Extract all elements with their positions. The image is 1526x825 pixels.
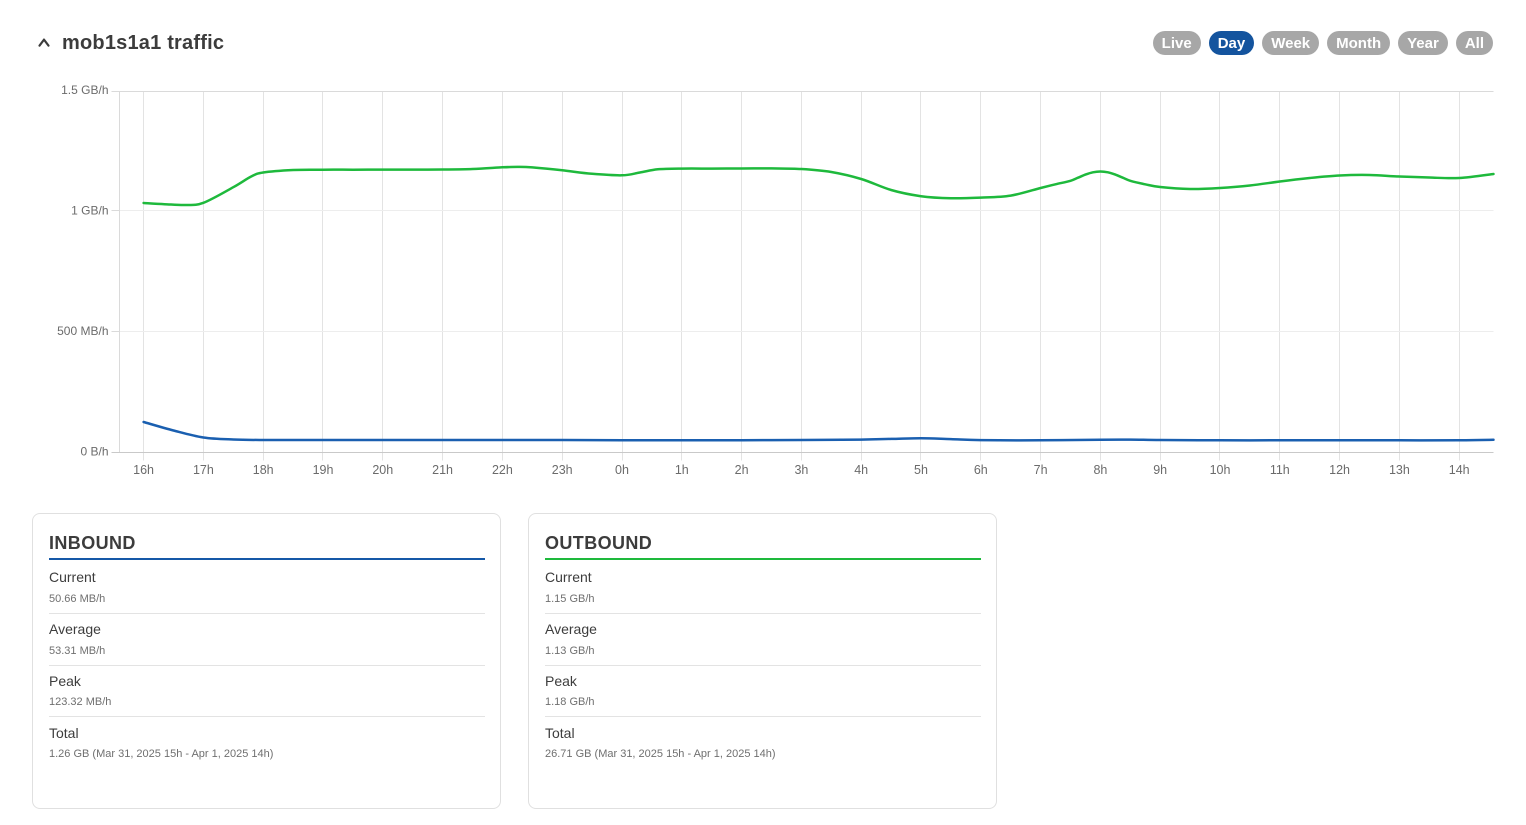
svg-text:1h: 1h [675, 463, 689, 477]
svg-text:20h: 20h [372, 463, 393, 477]
svg-text:10h: 10h [1210, 463, 1231, 477]
svg-text:14h: 14h [1449, 463, 1470, 477]
svg-text:0 B/h: 0 B/h [80, 445, 108, 459]
svg-text:23h: 23h [552, 463, 573, 477]
svg-text:21h: 21h [432, 463, 453, 477]
svg-text:500 MB/h: 500 MB/h [57, 324, 108, 338]
svg-text:9h: 9h [1153, 463, 1167, 477]
svg-text:5h: 5h [914, 463, 928, 477]
svg-text:7h: 7h [1034, 463, 1048, 477]
svg-text:17h: 17h [193, 463, 214, 477]
svg-text:6h: 6h [974, 463, 988, 477]
svg-text:11h: 11h [1270, 463, 1290, 477]
svg-text:18h: 18h [253, 463, 274, 477]
svg-text:19h: 19h [313, 463, 334, 477]
svg-text:1.5 GB/h: 1.5 GB/h [61, 83, 108, 97]
svg-text:0h: 0h [615, 463, 629, 477]
svg-text:16h: 16h [133, 463, 154, 477]
svg-text:4h: 4h [854, 463, 868, 477]
svg-text:2h: 2h [735, 463, 749, 477]
svg-text:22h: 22h [492, 463, 513, 477]
svg-text:8h: 8h [1093, 463, 1107, 477]
svg-text:13h: 13h [1389, 463, 1410, 477]
svg-text:3h: 3h [794, 463, 808, 477]
svg-text:1 GB/h: 1 GB/h [71, 204, 108, 218]
svg-text:12h: 12h [1329, 463, 1350, 477]
